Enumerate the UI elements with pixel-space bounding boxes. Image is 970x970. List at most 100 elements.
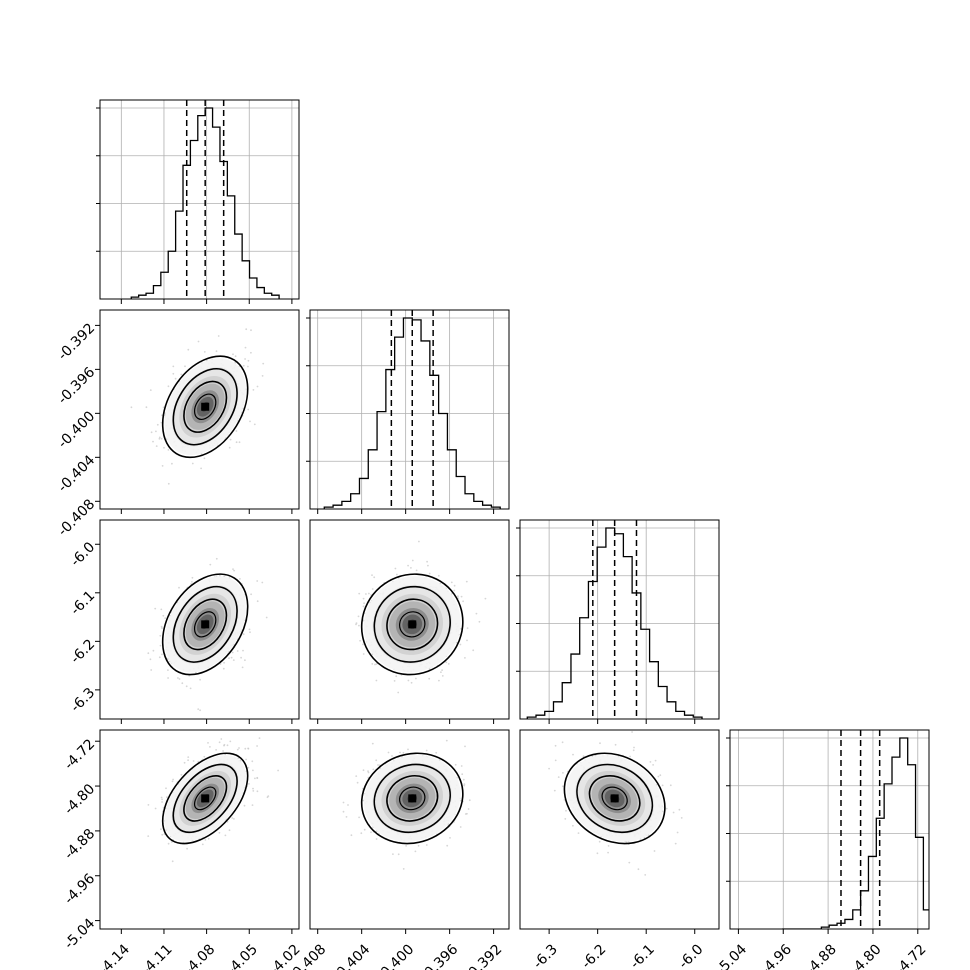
sample-point	[251, 804, 254, 806]
sample-point	[402, 751, 405, 754]
sample-point	[180, 373, 183, 376]
sample-point	[356, 781, 359, 784]
sample-point	[191, 462, 194, 465]
sample-point	[393, 680, 396, 682]
sample-point	[428, 677, 431, 680]
sample-point	[387, 751, 390, 754]
sample-point	[159, 644, 162, 647]
sample-point	[680, 817, 683, 819]
sample-point	[191, 576, 194, 579]
sample-point	[355, 775, 358, 777]
sample-point	[226, 744, 229, 747]
sample-point	[252, 769, 254, 772]
sample-point	[161, 627, 163, 629]
contour-line-3	[360, 752, 464, 845]
sample-point	[466, 627, 469, 629]
sample-point	[163, 446, 165, 449]
sample-point	[414, 850, 417, 853]
sample-point	[229, 740, 232, 743]
sample-point	[362, 653, 365, 655]
sample-point	[355, 622, 358, 624]
sample-point	[360, 832, 363, 835]
sample-point	[249, 631, 251, 634]
sample-point	[241, 666, 244, 669]
sample-point	[365, 593, 367, 595]
panel-frame	[309, 519, 510, 720]
sample-point	[450, 581, 453, 584]
sample-point	[223, 743, 226, 746]
sample-point	[261, 581, 264, 584]
sample-point	[392, 853, 394, 855]
sample-point	[572, 753, 574, 756]
sample-point	[244, 747, 247, 750]
sample-point	[171, 780, 174, 783]
sample-point	[218, 741, 221, 744]
sample-point	[154, 607, 157, 610]
sample-point	[362, 643, 364, 646]
density-peak	[408, 620, 417, 629]
sample-point	[461, 773, 464, 776]
contour-line-2	[172, 585, 238, 663]
sample-point	[154, 807, 157, 810]
sample-point	[165, 438, 168, 440]
sample-point	[410, 681, 413, 684]
sample-point	[248, 783, 250, 785]
sample-point	[229, 438, 232, 441]
sample-point	[363, 602, 365, 605]
sample-point	[252, 389, 255, 391]
sample-point	[596, 852, 599, 855]
sample-point	[185, 685, 188, 688]
density-layer	[548, 731, 683, 876]
sample-point	[465, 580, 468, 583]
sample-point	[228, 446, 231, 449]
sample-point	[459, 826, 462, 828]
sample-point	[184, 365, 186, 368]
panel-frame	[99, 99, 300, 300]
sample-point	[407, 748, 409, 751]
sample-point	[647, 834, 650, 837]
sample-point	[201, 843, 204, 846]
sample-point	[375, 838, 378, 840]
sample-point	[215, 749, 218, 751]
sample-point	[171, 462, 173, 465]
density-peak	[201, 620, 210, 629]
sample-point	[160, 625, 163, 628]
sample-point	[244, 346, 247, 349]
sample-point	[167, 669, 169, 671]
sample-point	[161, 798, 164, 801]
sample-point	[235, 430, 238, 432]
sample-point	[155, 430, 157, 433]
sample-point	[203, 755, 206, 758]
sample-point	[362, 619, 365, 622]
sample-point	[174, 377, 177, 380]
sample-point	[468, 799, 471, 802]
sample-point	[607, 845, 610, 847]
sample-point	[256, 385, 259, 388]
sample-point	[362, 769, 365, 772]
density-layer	[342, 739, 471, 870]
contour-line-0	[193, 786, 217, 811]
sample-point	[562, 772, 564, 774]
sample-point	[239, 578, 241, 580]
sample-point	[200, 467, 203, 470]
sample-point	[203, 457, 206, 460]
sample-point	[181, 682, 184, 685]
sample-point	[654, 759, 657, 762]
contour-line-1	[183, 775, 228, 822]
panel-2-2	[516, 519, 720, 724]
sample-point	[363, 828, 366, 831]
sample-point	[242, 649, 244, 652]
sample-point	[236, 748, 239, 751]
sample-point	[172, 778, 175, 781]
sample-point	[245, 758, 248, 761]
sample-point	[130, 406, 133, 409]
sample-point	[417, 844, 420, 847]
sample-point	[262, 362, 265, 365]
sample-point	[160, 608, 163, 611]
sample-point	[460, 595, 463, 598]
sample-point	[238, 747, 240, 749]
sample-point	[457, 595, 459, 598]
sample-point	[145, 406, 148, 409]
sample-point	[217, 335, 220, 337]
sample-point	[256, 776, 259, 779]
